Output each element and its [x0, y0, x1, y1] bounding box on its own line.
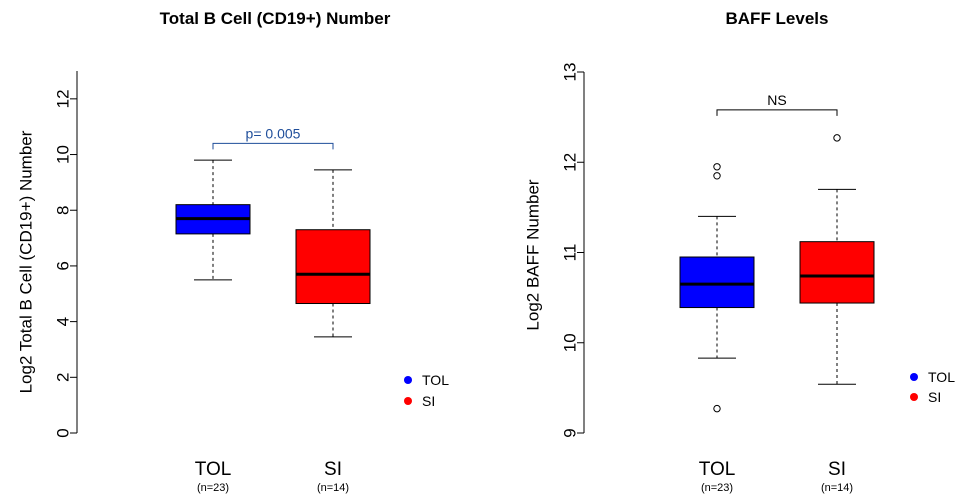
significance-label: p= 0.005: [246, 125, 301, 141]
box-si: [295, 169, 371, 338]
box-tol: [679, 163, 755, 413]
x-category-label: SI: [324, 459, 342, 480]
box-si: [799, 134, 875, 385]
box-tol: [175, 159, 251, 281]
chart-panel-1: Total B Cell (CD19+) Number 0 2 4 6 8 10 12 Log2…: [17, 9, 450, 494]
box-iqr: [295, 229, 371, 305]
legend-marker-si: [910, 393, 918, 401]
y-tick-label: 6: [54, 261, 73, 270]
legend-label-tol: TOL: [928, 369, 955, 385]
x-category-label: SI: [828, 459, 846, 480]
x-category-label: TOL: [699, 459, 736, 480]
y-tick-label: 11: [561, 244, 580, 262]
y-axis-label: Log2 Total B Cell (CD19+) Number: [17, 130, 36, 393]
y-tick-label: 12: [54, 89, 73, 108]
sample-size-label: (n=23): [197, 482, 229, 494]
chart-title: BAFF Levels: [726, 9, 829, 28]
legend-label-si: SI: [422, 393, 435, 409]
y-tick-label: 2: [54, 373, 73, 382]
significance-bracket: [716, 109, 838, 116]
sample-size-label: (n=23): [701, 482, 733, 494]
chart-panel-2: BAFF Levels 9 10 11 12 13 Log2 BAFF Number TOL (…: [524, 9, 956, 494]
y-tick-label: 10: [54, 145, 73, 164]
y-tick-label: 9: [561, 428, 580, 437]
legend: TOL SI: [404, 372, 449, 409]
y-tick-label: 4: [54, 317, 73, 326]
outlier-point: [713, 404, 721, 413]
sample-size-label: (n=14): [821, 482, 853, 494]
outlier-point: [713, 163, 721, 171]
y-tick-label: 0: [54, 428, 73, 437]
legend-marker-si: [404, 397, 412, 405]
x-category-label: TOL: [195, 459, 232, 480]
chart-title: Total B Cell (CD19+) Number: [160, 9, 391, 28]
significance-label: NS: [767, 92, 786, 108]
y-tick-label: 12: [561, 153, 580, 172]
y-tick-label: 10: [561, 333, 580, 352]
significance-annotation: NS: [716, 92, 838, 116]
outlier-point: [833, 134, 841, 142]
box-iqr: [799, 241, 875, 304]
y-axis-label: Log2 BAFF Number: [524, 179, 543, 331]
legend-label-si: SI: [928, 389, 941, 405]
outlier-point: [713, 172, 721, 180]
legend-marker-tol: [910, 373, 918, 381]
legend-label-tol: TOL: [422, 372, 449, 388]
sample-size-label: (n=14): [317, 482, 349, 494]
significance-bracket: [212, 142, 334, 150]
legend-marker-tol: [404, 376, 412, 384]
significance-annotation: p= 0.005: [212, 125, 334, 150]
legend: TOL SI: [910, 369, 955, 405]
y-tick-label: 8: [54, 205, 73, 214]
y-tick-label: 13: [561, 63, 580, 82]
box-iqr: [679, 256, 755, 309]
